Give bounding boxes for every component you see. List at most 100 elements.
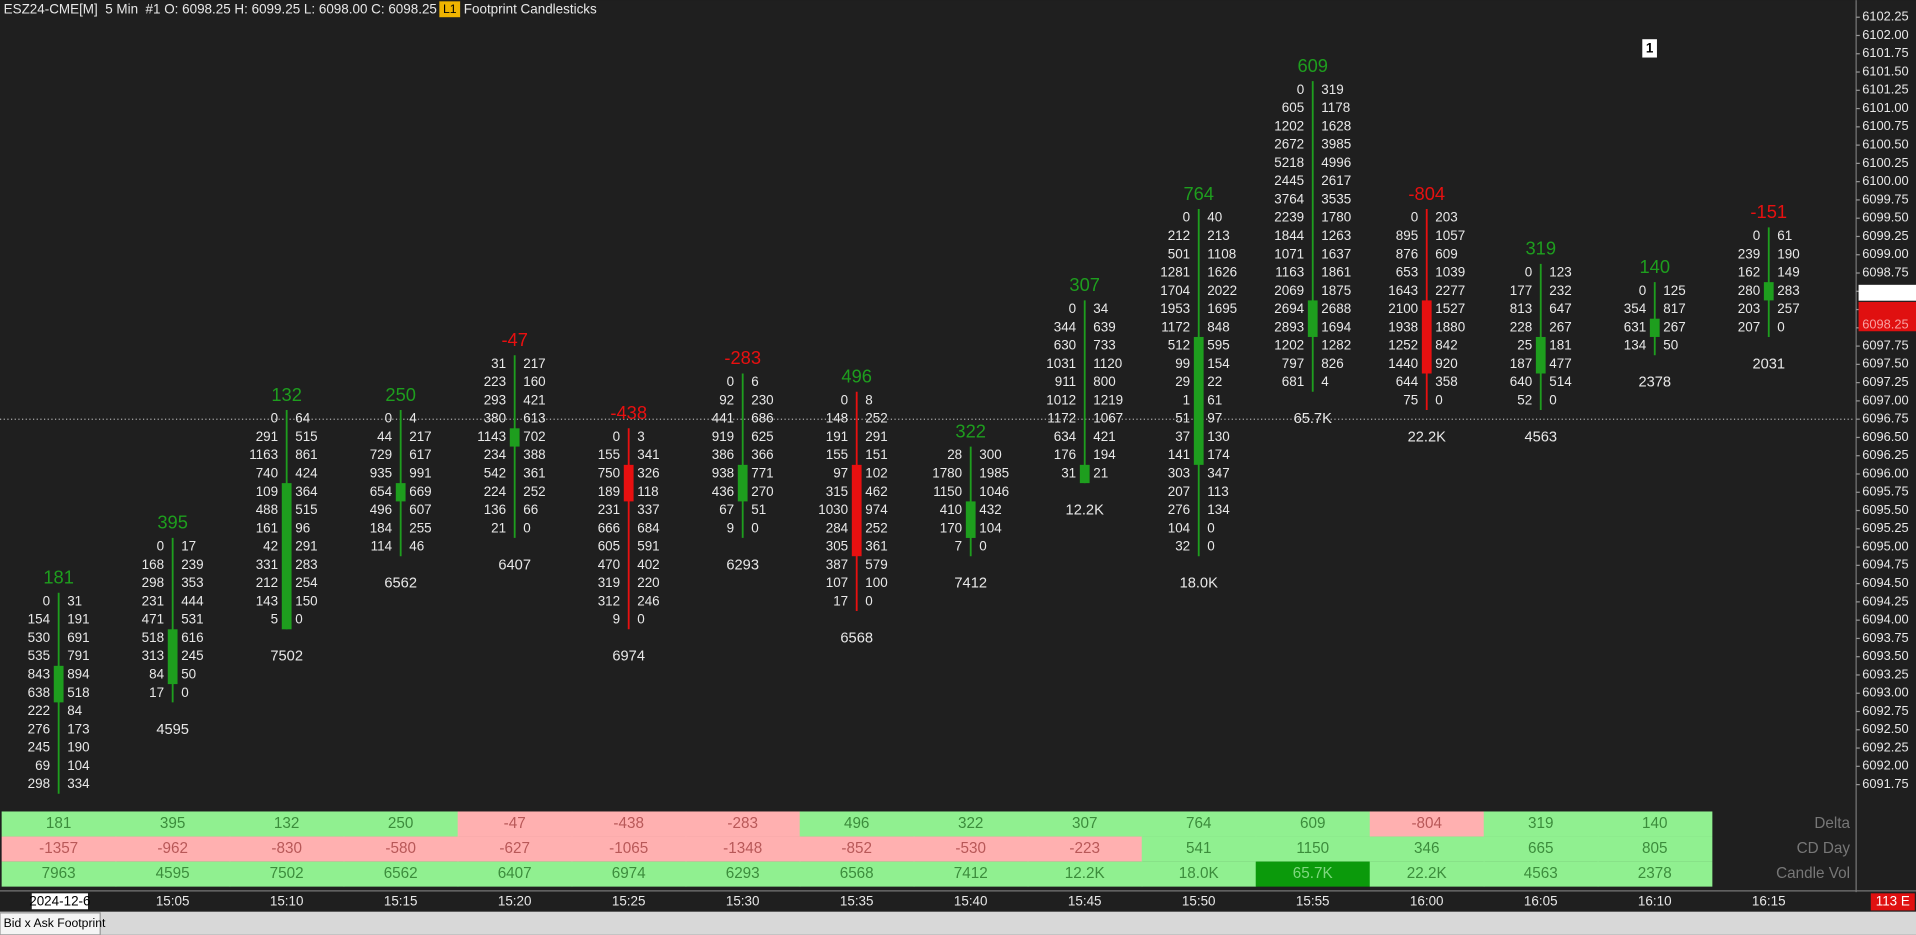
ask-volume: 1282 — [1321, 338, 1351, 353]
ask-volume: 291 — [295, 539, 317, 554]
candle-delta: 181 — [43, 567, 74, 588]
table-value: -830 — [271, 840, 302, 857]
bid-volume: 750 — [598, 466, 620, 481]
bid-volume: 0 — [1183, 210, 1190, 225]
tab-label[interactable]: Bid x Ask Footprint — [4, 916, 106, 930]
table-value: 6407 — [498, 865, 532, 882]
bid-volume: 155 — [598, 447, 620, 462]
price-tick-label: 6092.75 — [1862, 703, 1908, 718]
ask-volume: 579 — [865, 557, 887, 572]
ask-volume: 2277 — [1435, 283, 1465, 298]
time-label: 15:30 — [726, 893, 760, 908]
bid-volume: 501 — [1168, 246, 1190, 261]
ask-volume: 1120 — [1093, 356, 1122, 371]
price-tick-label: 6095.75 — [1862, 484, 1908, 499]
candle-volume: 7502 — [270, 649, 303, 665]
time-label: 16:05 — [1524, 893, 1558, 908]
ask-volume: 160 — [523, 374, 545, 389]
table-cell — [1141, 811, 1257, 837]
bid-volume: 84 — [149, 667, 164, 682]
ask-volume: 388 — [523, 447, 545, 462]
table-value: -223 — [1069, 840, 1100, 857]
candle-body — [623, 464, 634, 502]
ask-volume: 40 — [1207, 210, 1222, 225]
bid-volume: 28 — [947, 447, 962, 462]
price-tick-label: 6102.25 — [1862, 9, 1908, 24]
table-value: 395 — [160, 815, 185, 832]
status: 113 E — [1876, 893, 1910, 908]
table-cell — [1369, 836, 1485, 862]
bid-volume: 653 — [1396, 265, 1418, 280]
ask-volume: 50 — [1663, 338, 1678, 353]
bid-volume: 1440 — [1388, 356, 1418, 371]
time-label: 2024-12-6 — [29, 893, 90, 908]
table-cell — [1597, 836, 1713, 862]
candle-delta: -283 — [724, 347, 761, 368]
table-value: 346 — [1414, 840, 1439, 857]
bid-volume: 143 — [256, 593, 278, 608]
bid-volume: 1938 — [1388, 319, 1418, 334]
bid-volume: 1 — [1183, 392, 1190, 407]
ask-volume: 647 — [1549, 301, 1571, 316]
table-value: 1150 — [1296, 840, 1329, 857]
ask-volume: 1046 — [979, 484, 1009, 499]
ask-volume: 347 — [1207, 466, 1229, 481]
ask-volume: 246 — [637, 593, 659, 608]
table-value: -1357 — [39, 840, 78, 857]
bid-volume: 1252 — [1388, 338, 1418, 353]
candle-body — [1307, 300, 1318, 337]
time-axis: 2024-12-6 15:05 15:10 15:15 15:20 15:25 15:30 1… — [29, 893, 1786, 910]
candle-body — [1421, 300, 1432, 374]
table-value: 7412 — [954, 865, 988, 882]
candle-body — [1649, 318, 1660, 337]
table-cell — [571, 811, 687, 837]
ask-volume: 791 — [67, 648, 89, 663]
bid-volume: 436 — [712, 484, 734, 499]
table-value: 7963 — [42, 865, 76, 882]
ask-volume: 217 — [409, 429, 431, 444]
price-tick-label: 6097.25 — [1862, 374, 1908, 389]
bid-volume: 2672 — [1274, 137, 1304, 152]
ask-volume: 97 — [1207, 411, 1222, 426]
table-value: -962 — [157, 840, 188, 857]
candle-body — [737, 464, 748, 502]
price-tick-label: 6100.00 — [1862, 173, 1908, 188]
ask-volume: 21 — [1093, 466, 1108, 481]
bid-volume: 170 — [940, 520, 962, 535]
candle-delta: 395 — [157, 512, 188, 533]
table-cell — [1255, 861, 1371, 887]
bid-volume: 109 — [256, 484, 278, 499]
candle-volume: 12.2K — [1066, 503, 1105, 519]
ask-volume: 1263 — [1321, 228, 1351, 243]
table-cell — [1483, 811, 1599, 837]
ask-volume: 424 — [295, 466, 318, 481]
ask-volume: 609 — [1435, 246, 1457, 261]
time-label: 16:15 — [1752, 893, 1786, 908]
time-label: 15:50 — [1182, 893, 1216, 908]
ask-volume: 239 — [181, 557, 203, 572]
table-value: 140 — [1642, 815, 1667, 832]
bid-volume: 212 — [256, 575, 278, 590]
bid-volume: 911 — [1055, 374, 1076, 389]
bid-volume: 681 — [1282, 374, 1304, 389]
last-price-highlight — [1858, 284, 1916, 301]
bid-volume: 0 — [385, 411, 392, 426]
bid-volume: 298 — [142, 575, 164, 590]
bid-volume: 496 — [370, 502, 392, 517]
ask-volume: 848 — [1207, 319, 1229, 334]
candle-delta: 140 — [1639, 256, 1670, 277]
table-value: -283 — [727, 815, 758, 832]
ask-volume: 300 — [979, 447, 1001, 462]
bid-volume: 640 — [1510, 374, 1532, 389]
ask-volume: 252 — [523, 484, 545, 499]
ask-volume: 402 — [637, 557, 659, 572]
price-tick-label: 6100.25 — [1862, 155, 1908, 170]
ask-volume: 1694 — [1321, 319, 1351, 334]
bid-volume: 203 — [1738, 301, 1760, 316]
table-value: 541 — [1186, 840, 1211, 857]
ask-volume: 149 — [1777, 265, 1799, 280]
ask-volume: 4 — [1321, 374, 1329, 389]
bid-volume: 380 — [484, 411, 506, 426]
